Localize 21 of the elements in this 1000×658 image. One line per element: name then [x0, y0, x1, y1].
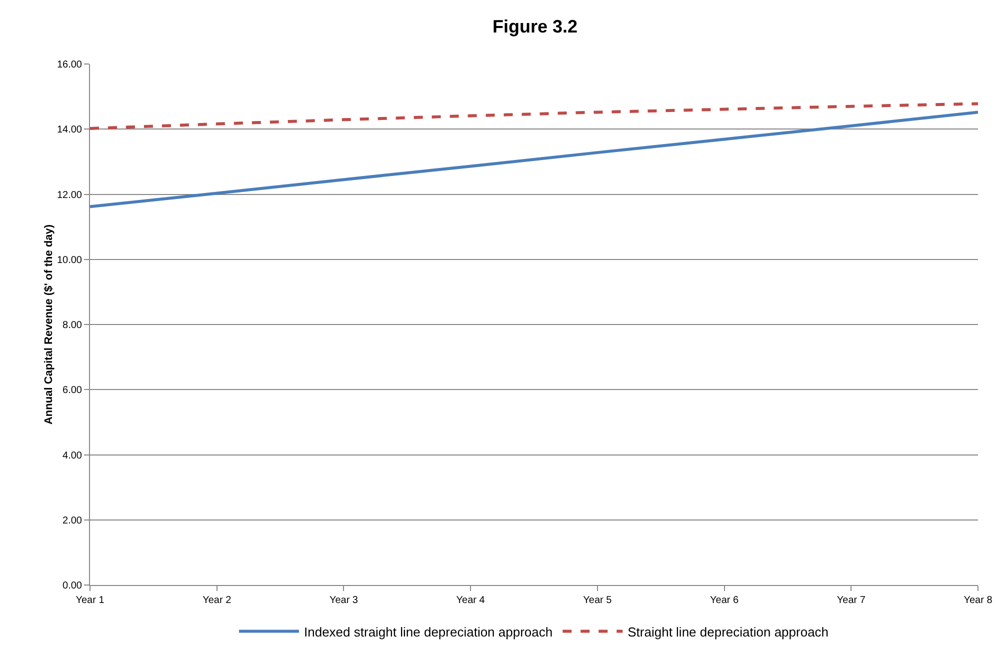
- legend-label: Indexed straight line depreciation approach: [304, 624, 553, 640]
- legend-label: Straight line depreciation approach: [628, 624, 829, 640]
- y-tick-label: 12.00: [56, 190, 82, 201]
- y-tick-label: 4.00: [62, 450, 82, 462]
- chart-title: Figure 3.2: [492, 16, 578, 36]
- y-tick-label: 0.00: [62, 580, 82, 592]
- y-tick-label: 14.00: [56, 124, 82, 136]
- x-tick-label: Year 4: [456, 595, 486, 606]
- y-tick-label: 16.00: [56, 60, 82, 70]
- x-tick-label: Year 2: [202, 595, 232, 606]
- x-tick-label: Year 8: [964, 595, 993, 606]
- x-tick-label: Year 1: [76, 595, 105, 606]
- y-tick-label: 8.00: [62, 320, 82, 331]
- x-tick-label: Year 7: [836, 595, 866, 606]
- y-axis-title: Annual Capital Revenue ($' of the day): [42, 224, 55, 425]
- x-tick-label: Year 6: [710, 595, 739, 606]
- x-tick-label: Year 3: [329, 595, 358, 606]
- y-tick-label: 6.00: [62, 385, 82, 396]
- y-tick-label: 2.00: [62, 515, 82, 526]
- y-tick-label: 10.00: [56, 254, 82, 266]
- x-tick-label: Year 5: [583, 595, 612, 606]
